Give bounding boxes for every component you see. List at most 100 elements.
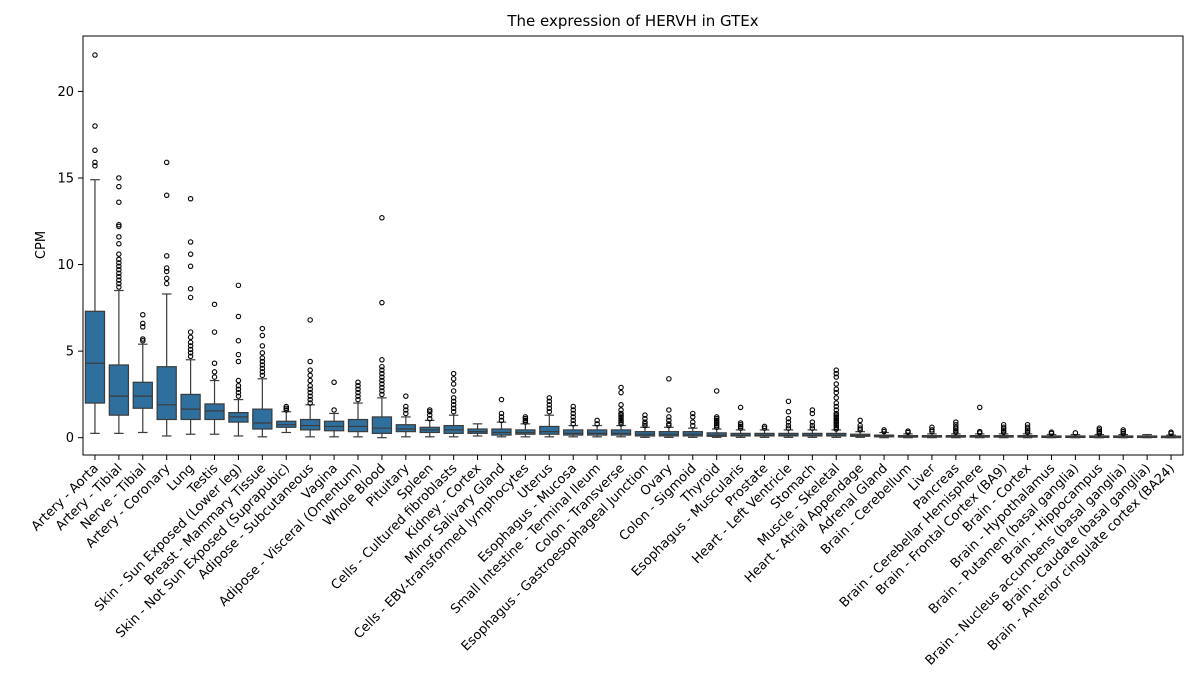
outlier-point [379, 370, 385, 377]
outlier-point [116, 199, 122, 205]
outlier-point [1024, 429, 1031, 436]
outlier-point [163, 253, 170, 259]
outlier-point [833, 386, 840, 392]
box-group [539, 395, 560, 438]
outlier-point [403, 407, 409, 413]
outlier-point [187, 329, 194, 335]
outlier-point [259, 372, 266, 379]
outlier-point [833, 381, 840, 387]
outlier-point [618, 414, 624, 420]
outlier-point [211, 301, 218, 308]
box [252, 408, 273, 430]
outlier-point [1168, 429, 1174, 435]
box [610, 429, 632, 436]
outlier-point [761, 425, 768, 431]
box-group [945, 419, 966, 439]
outlier-point [546, 398, 553, 405]
outlier-point [116, 273, 122, 280]
box [132, 381, 153, 409]
outlier-point [259, 369, 266, 375]
outlier-point [570, 421, 576, 427]
outlier-point [570, 403, 576, 410]
outlier-point [426, 412, 433, 418]
outlier-point [403, 410, 409, 417]
outlier-point [355, 379, 361, 386]
outlier-point [116, 221, 122, 228]
outlier-point [857, 422, 863, 429]
outlier-point [307, 393, 313, 399]
box-group [1113, 427, 1134, 439]
outlier-point [140, 320, 146, 327]
box-group [778, 398, 799, 438]
outlier-point [379, 388, 385, 394]
outlier-point [355, 382, 361, 389]
outlier-point [1096, 430, 1103, 437]
box-group [634, 412, 656, 438]
box [539, 425, 560, 435]
outlier-point [976, 404, 983, 411]
outlier-point [450, 402, 457, 408]
outlier-point [618, 410, 624, 417]
outlier-point [666, 417, 672, 424]
box-group [969, 404, 990, 439]
box-group [921, 424, 943, 439]
box-group [610, 384, 632, 438]
outlier-point [642, 421, 648, 427]
outlier-point [833, 410, 840, 417]
box-group [467, 423, 488, 437]
outlier-point [833, 374, 840, 380]
outlier-point [522, 415, 529, 422]
outlier-point [283, 407, 290, 413]
outlier-point [546, 408, 553, 415]
outlier-point [116, 183, 122, 190]
outlier-point [1120, 430, 1126, 437]
outlier-point [833, 424, 840, 431]
outlier-point [283, 405, 290, 412]
outlier-point [187, 353, 194, 360]
box-group [1089, 425, 1110, 439]
outlier-point [450, 408, 457, 415]
outlier-point [235, 313, 242, 320]
outlier-point [833, 412, 840, 418]
outlier-point [666, 422, 672, 429]
outlier-point [785, 398, 792, 405]
box-group [204, 301, 225, 435]
outlier-point [235, 393, 242, 399]
outlier-point [1000, 429, 1007, 436]
outlier-point [379, 377, 385, 384]
outlier-point [666, 414, 672, 420]
outlier-point [450, 370, 457, 377]
outlier-point [140, 324, 146, 330]
outlier-point [929, 424, 935, 431]
box-group [276, 403, 297, 434]
outlier-point [235, 351, 242, 358]
outlier-point [905, 428, 911, 434]
outlier-point [833, 421, 840, 427]
box-group [395, 393, 416, 438]
outlier-point [785, 408, 792, 415]
outlier-point [546, 405, 553, 412]
outlier-point [211, 369, 218, 375]
outlier-point [833, 370, 840, 377]
box [347, 418, 369, 433]
outlier-point [211, 360, 218, 366]
outlier-point [379, 215, 385, 221]
outlier-point [690, 414, 696, 420]
box-group [323, 379, 345, 438]
box-group [1160, 429, 1182, 439]
box-group [515, 414, 536, 438]
outlier-point [450, 395, 457, 401]
outlier-point [450, 376, 457, 382]
outlier-point [259, 332, 266, 339]
outlier-point [331, 407, 337, 413]
outlier-point [187, 286, 194, 292]
outlier-point [116, 256, 122, 263]
outlier-point [259, 358, 266, 365]
box-group [156, 159, 177, 437]
outlier-point [116, 223, 122, 230]
outlier-point [92, 52, 98, 58]
outlier-point [690, 419, 696, 425]
outlier-point [785, 425, 792, 431]
box-group [371, 215, 393, 439]
outlier-point [283, 403, 290, 410]
